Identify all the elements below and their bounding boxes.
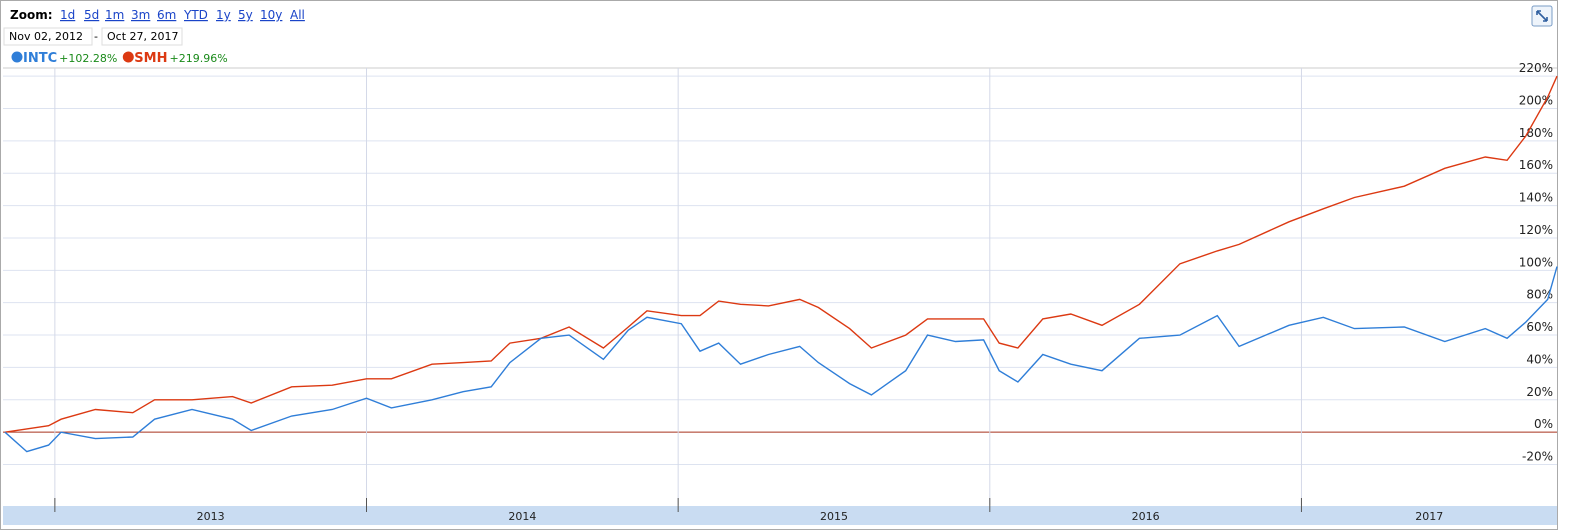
zoom-label: Zoom:	[10, 8, 53, 22]
y-tick-label: 60%	[1526, 320, 1553, 334]
legend-dot[interactable]	[11, 51, 23, 63]
start-date-box[interactable]	[3, 27, 93, 46]
zoom-link[interactable]: 5d	[84, 8, 99, 22]
y-tick-label: 0%	[1534, 417, 1553, 431]
zoom-link[interactable]: 3m	[131, 8, 150, 22]
start-date[interactable]: Nov 02, 2012	[9, 30, 83, 43]
legend-name[interactable]: INTC	[23, 51, 57, 66]
x-tick-label: 2015	[820, 510, 848, 523]
legend-name[interactable]: SMH	[134, 51, 167, 66]
y-tick-label: 180%	[1519, 126, 1553, 140]
y-tick-label: 40%	[1526, 352, 1553, 366]
end-date[interactable]: Oct 27, 2017	[107, 30, 179, 43]
zoom-link[interactable]: All	[290, 8, 305, 22]
date-separator: -	[94, 30, 98, 43]
y-tick-label: 80%	[1526, 288, 1553, 302]
zoom-link[interactable]: 1m	[105, 8, 124, 22]
legend-change: +102.28%	[59, 52, 117, 65]
x-tick-label: 2013	[197, 510, 225, 523]
end-date-box[interactable]	[101, 27, 183, 46]
y-tick-label: 160%	[1519, 158, 1553, 172]
x-axis-band	[3, 506, 1557, 525]
y-tick-label: 20%	[1526, 385, 1553, 399]
series-line	[4, 75, 1558, 433]
fullscreen-button[interactable]	[1531, 5, 1553, 27]
y-tick-label: 100%	[1519, 255, 1553, 269]
y-tick-label: 140%	[1519, 191, 1553, 205]
zoom-link[interactable]: 10y	[260, 8, 282, 22]
zoom-link[interactable]: 6m	[157, 8, 176, 22]
zoom-link[interactable]: YTD	[183, 8, 208, 22]
x-tick-label: 2014	[508, 510, 536, 523]
zoom-link[interactable]: 1y	[216, 8, 231, 22]
y-tick-label: 120%	[1519, 223, 1553, 237]
x-tick-label: 2016	[1132, 510, 1160, 523]
zoom-link[interactable]: 5y	[238, 8, 253, 22]
legend-change: +219.96%	[169, 52, 227, 65]
y-tick-label: -20%	[1522, 450, 1553, 464]
series-line	[4, 266, 1558, 453]
button-icon[interactable]	[1536, 10, 1548, 22]
zoom-link[interactable]: 1d	[60, 8, 75, 22]
x-tick-label: 2017	[1415, 510, 1443, 523]
y-tick-label: 220%	[1519, 61, 1553, 75]
legend-dot[interactable]	[122, 51, 134, 63]
